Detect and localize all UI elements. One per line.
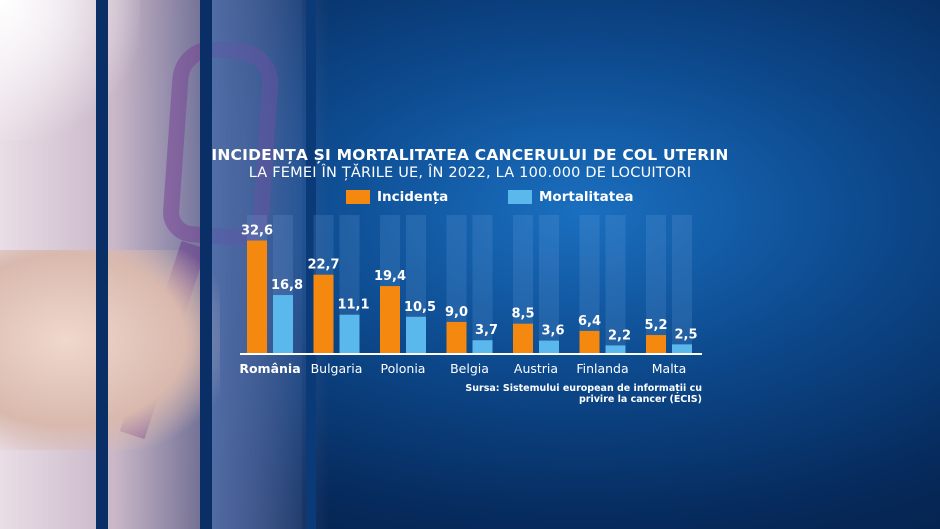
bar-track	[579, 215, 600, 353]
bar-mortality	[539, 340, 559, 353]
legend-swatch-incidence	[346, 190, 370, 204]
bar-track	[646, 215, 666, 353]
bar-track	[472, 215, 493, 353]
bar-mortality	[273, 295, 293, 353]
bar-incidence	[380, 286, 400, 353]
bar-incidence	[513, 323, 533, 353]
source-note: Sursa: Sistemului european de informații…	[465, 383, 702, 405]
decor-stripe	[306, 0, 316, 529]
decor-stripe	[96, 0, 108, 529]
data-label: 10,5	[404, 300, 436, 315]
data-label: 2,2	[608, 328, 631, 343]
category-label: Bulgaria	[311, 361, 363, 376]
bar-incidence	[579, 330, 600, 353]
legend-swatch-mortality	[508, 190, 532, 204]
bar-track	[672, 215, 692, 353]
chart-title: INCIDENȚA ȘI MORTALITATEA CANCERULUI DE …	[211, 146, 729, 164]
bar-incidence	[646, 335, 666, 353]
data-label: 3,6	[541, 324, 564, 339]
bar-track	[513, 215, 533, 353]
bar-mortality	[339, 314, 360, 353]
bar-incidence	[446, 321, 467, 353]
hand-image	[0, 250, 220, 450]
category-label: Finlanda	[576, 361, 628, 376]
data-label: 5,2	[644, 318, 667, 333]
bar-track	[539, 215, 559, 353]
data-label: 6,4	[578, 314, 601, 329]
legend-label-incidence: Incidența	[377, 189, 449, 205]
data-label: 19,4	[374, 269, 406, 284]
data-label: 3,7	[475, 323, 498, 338]
bar-mortality	[472, 340, 493, 353]
background-light	[0, 0, 140, 140]
bar-track	[605, 215, 626, 353]
legend-label-mortality: Mortalitatea	[539, 189, 634, 205]
data-label: 22,7	[307, 258, 339, 273]
bar-incidence	[247, 240, 267, 353]
bar-mortality	[605, 345, 626, 353]
category-label: România	[239, 361, 300, 376]
data-label: 9,0	[445, 305, 468, 320]
data-label: 32,6	[241, 224, 273, 239]
data-label: 8,5	[511, 307, 534, 322]
bar-mortality	[406, 316, 426, 353]
data-label: 2,5	[674, 327, 697, 342]
category-label: Belgia	[450, 361, 489, 376]
data-label: 16,8	[271, 278, 303, 293]
bar-mortality	[672, 344, 692, 353]
category-label: Polonia	[381, 361, 426, 376]
category-label: Austria	[514, 361, 558, 376]
bar-incidence	[313, 274, 334, 353]
legend-incidence: Incidența	[346, 189, 448, 205]
legend-mortality: Mortalitatea	[508, 189, 633, 205]
data-label: 11,1	[337, 298, 369, 313]
decor-stripe	[200, 0, 212, 529]
category-label: Malta	[652, 361, 686, 376]
bar-track	[446, 215, 467, 353]
chart-subtitle: LA FEMEI ÎN ȚĂRILE UE, ÎN 2022, LA 100.0…	[248, 165, 692, 181]
